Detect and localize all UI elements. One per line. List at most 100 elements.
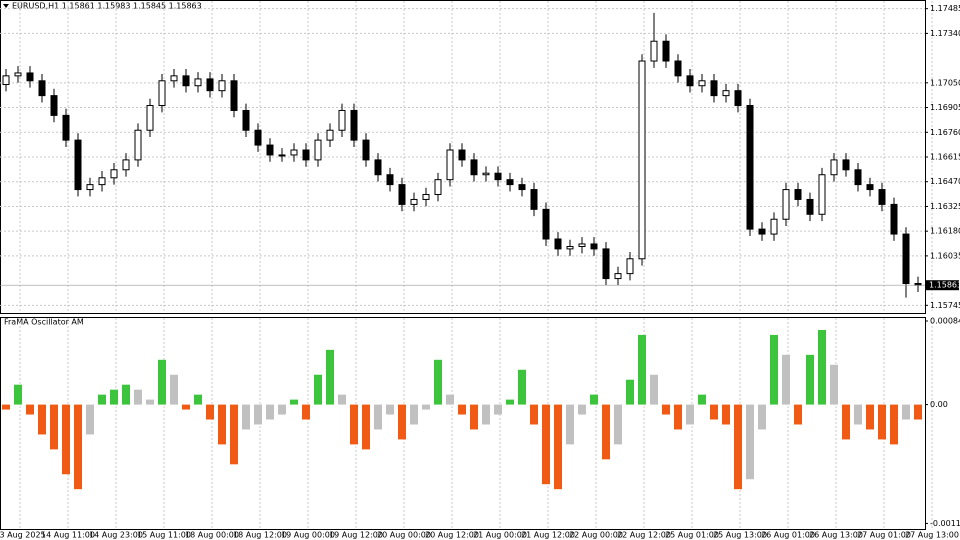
x-tick-label: 14 Aug 23:00 — [89, 531, 143, 540]
y-tick-label: -0.001194 — [930, 519, 960, 528]
histogram-bar — [278, 404, 286, 415]
candle-body — [230, 80, 238, 111]
candle-body — [482, 172, 490, 176]
candle-body — [74, 139, 82, 191]
y-tick-label: 1.17050 — [930, 78, 960, 87]
candle-body — [542, 208, 550, 240]
y-tick-label: 1.15745 — [930, 301, 960, 310]
x-tick-label: 26 Aug 01:00 — [761, 531, 815, 540]
candle-body — [746, 105, 754, 230]
candle-body — [314, 139, 322, 161]
histogram-bar — [422, 404, 430, 410]
histogram-bar — [50, 404, 58, 450]
x-tick-label: 25 Aug 13:00 — [713, 531, 767, 540]
histogram-bar — [506, 399, 514, 405]
y-tick-label: 1.16615 — [930, 153, 960, 162]
histogram-bar — [146, 399, 154, 405]
candle-body — [806, 198, 814, 215]
y-tick-label: 1.16905 — [930, 103, 960, 112]
last-price-label: 1.15863 — [929, 281, 960, 290]
histogram-bar — [758, 404, 766, 430]
histogram-bar — [554, 404, 562, 490]
x-tick-label: 26 Aug 13:00 — [809, 531, 863, 540]
histogram-bar — [830, 364, 838, 405]
candle-body — [830, 159, 838, 176]
candle-body — [14, 72, 22, 77]
y-tick-label: 1.16180 — [930, 227, 960, 236]
histogram-bar — [494, 404, 502, 415]
histogram-bar — [326, 349, 334, 405]
candle-body — [2, 75, 10, 86]
histogram-bar — [362, 404, 370, 450]
candle-body — [86, 184, 94, 191]
candle-body — [470, 159, 478, 176]
symbol-title: EURUSD,H1 1.15861 1.15983 1.15845 1.1586… — [12, 2, 202, 11]
histogram-bar — [566, 404, 574, 445]
candle-body — [434, 179, 442, 196]
candle-body — [410, 198, 418, 205]
y-tick-label: 0.00 — [930, 400, 948, 409]
candle-body — [134, 129, 142, 161]
histogram-bar — [770, 334, 778, 405]
histogram-bar — [530, 404, 538, 425]
x-tick-label: 18 Aug 00:00 — [185, 531, 239, 540]
candle-body — [842, 159, 850, 171]
histogram-bar — [614, 404, 622, 445]
x-tick-label: 19 Aug 00:00 — [281, 531, 335, 540]
histogram-bar — [350, 404, 358, 445]
candle-body — [674, 60, 682, 77]
candle-body — [374, 159, 382, 176]
y-tick-label: 1.17340 — [930, 29, 960, 38]
candle-body — [626, 258, 634, 275]
candle-body — [362, 139, 370, 161]
candle-body — [878, 189, 886, 205]
histogram-bar — [386, 404, 394, 415]
x-tick-label: 18 Aug 12:00 — [233, 531, 287, 540]
histogram-bar — [590, 394, 598, 405]
candle-body — [158, 80, 166, 107]
candle-body — [290, 149, 298, 156]
candle-body — [494, 172, 502, 181]
y-tick-label: 1.16760 — [930, 128, 960, 137]
histogram-bar — [626, 379, 634, 405]
candle-body — [758, 228, 766, 235]
histogram-bar — [662, 404, 670, 415]
candle-body — [266, 144, 274, 156]
histogram-bar — [266, 404, 274, 420]
candle-body — [146, 105, 154, 131]
histogram-bar — [842, 404, 850, 440]
histogram-bar — [194, 394, 202, 405]
histogram-bar — [434, 359, 442, 405]
histogram-bar — [866, 404, 874, 430]
histogram-bar — [686, 404, 694, 425]
histogram-bar — [878, 404, 886, 440]
histogram-bar — [134, 389, 142, 405]
histogram-bar — [890, 404, 898, 445]
histogram-bar — [746, 404, 754, 480]
histogram-bar — [602, 404, 610, 460]
candle-body — [770, 218, 778, 235]
candle-body — [578, 243, 586, 248]
x-tick-label: 22 Aug 00:00 — [569, 531, 623, 540]
candle-body — [422, 194, 430, 200]
histogram-bar — [410, 404, 418, 425]
candle-body — [698, 80, 706, 87]
histogram-bar — [206, 404, 214, 420]
histogram-bar — [86, 404, 94, 435]
x-tick-label: 15 Aug 11:00 — [137, 531, 191, 540]
histogram-bar — [182, 404, 190, 410]
candle-body — [194, 78, 202, 87]
candle-body — [242, 109, 250, 131]
candle-body — [530, 189, 538, 210]
candle-body — [62, 114, 70, 141]
histogram-bar — [854, 404, 862, 425]
x-tick-label: 20 Aug 00:00 — [377, 531, 431, 540]
candle-body — [278, 154, 286, 157]
candle-body — [110, 169, 118, 179]
candle-body — [722, 90, 730, 97]
histogram-bar — [638, 334, 646, 405]
y-tick-label: 1.16470 — [930, 177, 960, 186]
x-tick-label: 20 Aug 12:00 — [425, 531, 479, 540]
candle-body — [782, 189, 790, 220]
x-tick-label: 13 Aug 2025 — [0, 531, 46, 540]
